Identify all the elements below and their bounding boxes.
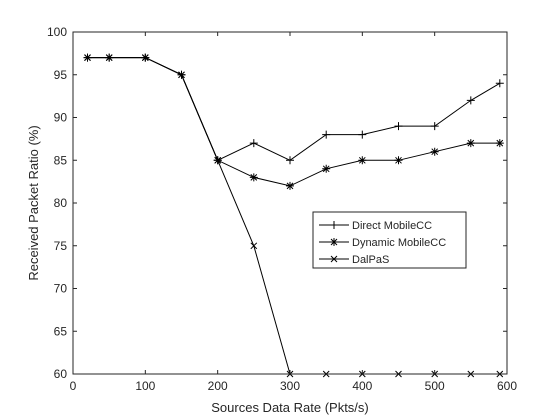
x-tick-label: 200 [208, 379, 228, 393]
x-tick-label: 100 [135, 379, 155, 393]
data-point-direct-mobilecc [249, 139, 258, 148]
x-tick-label: 500 [425, 379, 445, 393]
data-point-dalpas [105, 54, 113, 61]
y-tick-label: 90 [54, 111, 68, 125]
data-point-dalpas [250, 242, 258, 250]
legend-label-direct-mobilecc: Direct MobileCC [352, 220, 432, 232]
data-point-direct-mobilecc [358, 130, 367, 139]
x-tick-label: 300 [280, 379, 300, 393]
y-tick-label: 60 [54, 367, 68, 381]
plot-area [73, 32, 507, 374]
data-point-dalpas [178, 71, 185, 79]
x-tick-label: 600 [497, 379, 517, 393]
x-axis-title: Sources Data Rate (Pkts/s) [211, 400, 369, 415]
legend-star-marker [330, 238, 338, 246]
data-point-dynamic-mobilecc [394, 156, 403, 165]
y-axis-title: Received Packet Ratio (%) [26, 125, 41, 280]
data-point-dynamic-mobilecc [466, 139, 475, 148]
x-tick-label: 0 [70, 379, 77, 393]
data-point-direct-mobilecc [466, 96, 475, 105]
legend-label-dynamic-mobilecc: Dynamic MobileCC [352, 237, 446, 249]
y-tick-label: 70 [54, 282, 68, 296]
y-tick-label: 65 [54, 324, 68, 338]
y-tick-label: 75 [54, 239, 68, 253]
data-point-direct-mobilecc [495, 79, 504, 88]
legend-x-marker [330, 255, 338, 263]
data-point-dynamic-mobilecc [286, 181, 294, 190]
data-point-dynamic-mobilecc [430, 147, 439, 156]
data-point-dynamic-mobilecc [495, 139, 504, 148]
data-point-direct-mobilecc [394, 122, 403, 131]
data-point-dynamic-mobilecc [358, 156, 367, 165]
data-point-direct-mobilecc [322, 130, 331, 139]
y-tick-label: 80 [54, 196, 68, 210]
legend-plus-marker [330, 221, 338, 229]
data-point-dalpas [214, 156, 222, 164]
axis-ticks: 0 100 200 300 400 500 600 60 65 70 75 80 85 90 95 100 [47, 25, 517, 393]
y-tick-label: 100 [47, 25, 67, 39]
y-tick-label: 85 [54, 153, 68, 167]
y-tick-label: 95 [54, 68, 68, 82]
x-tick-label: 400 [352, 379, 372, 393]
legend: Direct MobileCC Dynamic MobileCC DalPaS [312, 211, 467, 269]
data-point-dynamic-mobilecc [322, 164, 331, 173]
data-point-dalpas [141, 54, 149, 61]
data-point-direct-mobilecc [286, 156, 294, 165]
legend-label-dalpas: DalPaS [352, 254, 389, 266]
data-point-dalpas [84, 54, 91, 61]
data-point-direct-mobilecc [430, 122, 439, 131]
data-point-dynamic-mobilecc [249, 173, 258, 182]
